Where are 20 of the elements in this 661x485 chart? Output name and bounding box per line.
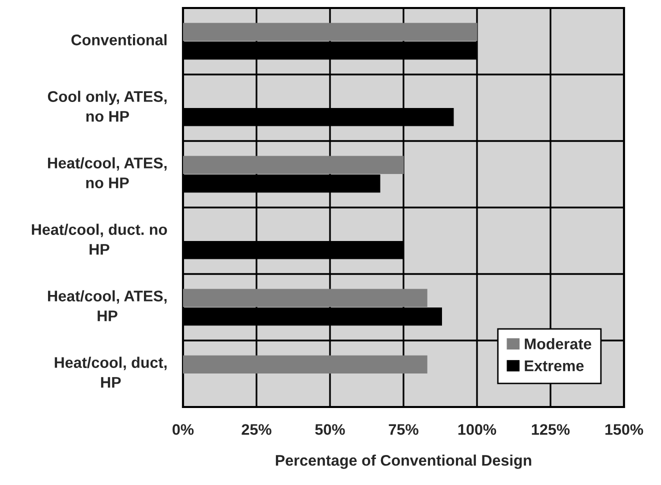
legend-label: Moderate xyxy=(524,338,592,350)
x-tick-label: 0% xyxy=(172,424,194,435)
x-tick-label: 75% xyxy=(388,424,418,435)
x-tick-label: 150% xyxy=(605,424,644,435)
y-tick-label: Heat/cool, duct, HP xyxy=(54,356,167,388)
legend-label: Extreme xyxy=(524,360,584,372)
y-tick-label: Conventional xyxy=(71,34,166,46)
y-tick-label: Heat/cool, ATES, HP xyxy=(48,290,167,322)
x-tick-label: 125% xyxy=(532,424,570,435)
y-tick-label: Heat/cool, ATES, no HP xyxy=(48,157,167,188)
x-tick-label: 100% xyxy=(458,424,496,435)
y-tick-label: Cool only, ATES, no HP xyxy=(48,90,167,122)
x-axis-title: Percentage of Conventional Design xyxy=(276,454,532,469)
y-tick-label: Heat/cool, duct. no HP xyxy=(32,224,167,255)
bar xyxy=(183,355,428,374)
x-tick-label: 50% xyxy=(315,424,345,435)
bar xyxy=(183,288,428,308)
x-tick-label: 25% xyxy=(242,424,272,435)
bar xyxy=(183,156,404,174)
bar xyxy=(183,22,478,42)
